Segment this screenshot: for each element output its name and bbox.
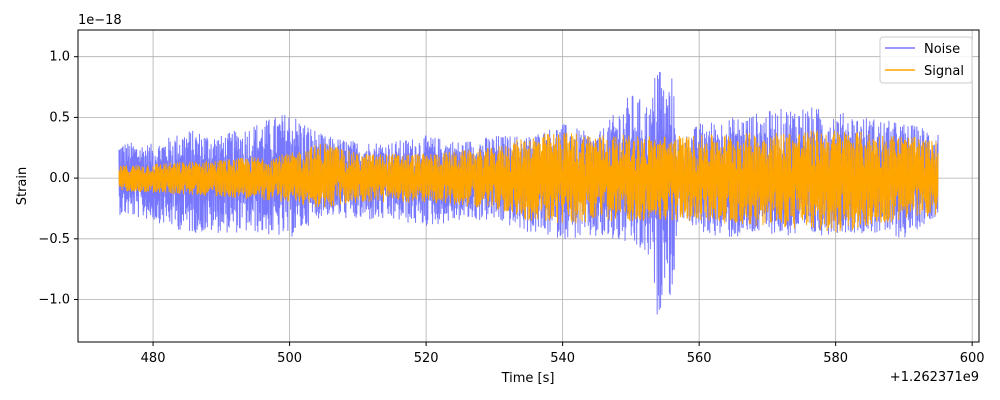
y-tick-label: −1.0 (38, 293, 70, 308)
x-offset-label: +1.262371e9 (890, 370, 979, 385)
y-tick-label: −0.5 (38, 232, 70, 247)
y-tick-label: 1.0 (49, 50, 70, 65)
series-layer (118, 71, 939, 315)
y-axis-label: Strain (15, 167, 30, 206)
x-tick-label: 540 (550, 351, 575, 366)
series-line-signal (118, 130, 939, 233)
y-scale-label: 1e−18 (78, 13, 122, 28)
ticks: 480 500 520 540 560 580 600 −1.0 −0.5 0.0 0.5 1.0 (38, 50, 984, 366)
series-line-noise (118, 71, 939, 315)
x-axis-label: Time [s] (501, 371, 555, 386)
legend: Noise Signal (879, 36, 973, 84)
y-tick-label: 0.0 (49, 171, 70, 186)
x-tick-label: 500 (277, 351, 302, 366)
legend-label-signal: Signal (924, 64, 964, 79)
x-tick-label: 580 (823, 351, 848, 366)
y-tick-label: 0.5 (49, 110, 70, 125)
x-tick-label: 480 (141, 351, 166, 366)
x-tick-label: 560 (687, 351, 712, 366)
legend-label-noise: Noise (924, 42, 960, 57)
plot-frame (77, 29, 980, 343)
x-tick-label: 600 (960, 351, 985, 366)
x-tick-label: 520 (414, 351, 439, 366)
